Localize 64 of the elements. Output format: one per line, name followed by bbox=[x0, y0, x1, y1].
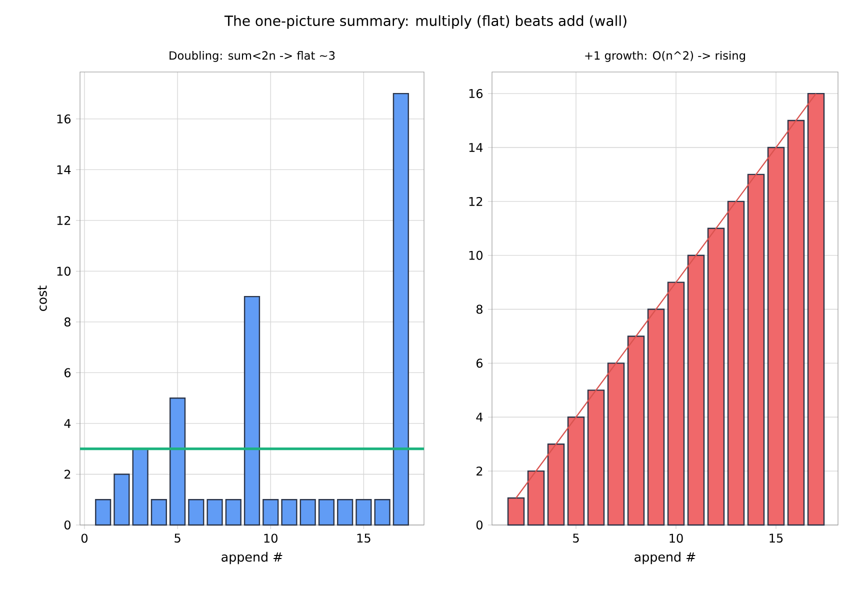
bar bbox=[132, 448, 148, 526]
x-tick-label: 10 bbox=[264, 534, 278, 543]
bar bbox=[300, 499, 316, 526]
bar bbox=[647, 308, 665, 526]
bar bbox=[337, 499, 354, 526]
bar bbox=[95, 499, 112, 526]
bar bbox=[767, 146, 785, 526]
bar bbox=[807, 92, 825, 526]
bar bbox=[667, 282, 685, 526]
y-tick-label: 12 bbox=[57, 216, 70, 225]
bar bbox=[567, 416, 585, 526]
bar bbox=[114, 474, 130, 526]
y-tick-label: 0 bbox=[64, 520, 70, 530]
x-tick-label: 15 bbox=[770, 534, 783, 543]
bar bbox=[281, 499, 298, 526]
bar bbox=[727, 200, 745, 526]
y-tick-label: 6 bbox=[64, 368, 71, 378]
x-tick-label: 0 bbox=[81, 534, 88, 543]
bar bbox=[318, 499, 335, 526]
x-axis-title: append # bbox=[634, 552, 696, 564]
x-tick-label: 5 bbox=[573, 534, 579, 543]
bar bbox=[507, 497, 525, 526]
bar bbox=[627, 336, 645, 526]
bar bbox=[587, 390, 605, 526]
y-tick-label: 16 bbox=[469, 89, 483, 98]
bar bbox=[188, 499, 204, 526]
y-tick-label: 6 bbox=[476, 358, 483, 368]
y-tick-label: 2 bbox=[476, 466, 482, 476]
bar bbox=[374, 499, 390, 526]
y-tick-label: 14 bbox=[469, 143, 483, 152]
bar bbox=[527, 470, 545, 526]
x-axis-title: append # bbox=[222, 552, 282, 564]
y-tick-label: 10 bbox=[57, 266, 70, 276]
bar bbox=[244, 296, 260, 526]
y-axis-title: cost bbox=[38, 286, 47, 311]
bar bbox=[607, 362, 625, 526]
bar bbox=[170, 397, 186, 526]
y-tick-label: 4 bbox=[64, 419, 71, 428]
y-tick-label: 8 bbox=[64, 317, 70, 326]
x-tick-label: 5 bbox=[174, 534, 180, 543]
y-tick-label: 2 bbox=[64, 470, 70, 479]
bar bbox=[687, 254, 705, 526]
text: The one-picture summary: multiply (flat) beats add (wall) bbox=[224, 15, 626, 29]
bar bbox=[547, 443, 565, 526]
y-tick-label: 12 bbox=[469, 196, 482, 206]
y-tick-label: 0 bbox=[476, 520, 482, 530]
bar bbox=[787, 120, 805, 526]
y-tick-label: 4 bbox=[476, 412, 483, 422]
y-tick-label: 8 bbox=[476, 304, 482, 314]
bar bbox=[356, 499, 372, 526]
bar bbox=[225, 499, 242, 526]
chart-title: +1 growth: O(n^2) -> rising bbox=[585, 50, 746, 62]
x-tick-label: 15 bbox=[357, 534, 370, 543]
y-tick-label: 14 bbox=[57, 165, 71, 174]
x-tick-label: 10 bbox=[670, 534, 683, 543]
bar bbox=[707, 228, 725, 526]
y-tick-label: 16 bbox=[57, 114, 71, 124]
bar bbox=[150, 499, 167, 526]
bar bbox=[206, 499, 223, 526]
bar bbox=[747, 174, 765, 526]
bar bbox=[262, 499, 279, 526]
chart-title: Doubling: sum<2n -> flat ~3 bbox=[170, 50, 335, 62]
bar bbox=[392, 92, 409, 526]
y-tick-label: 10 bbox=[469, 250, 482, 260]
